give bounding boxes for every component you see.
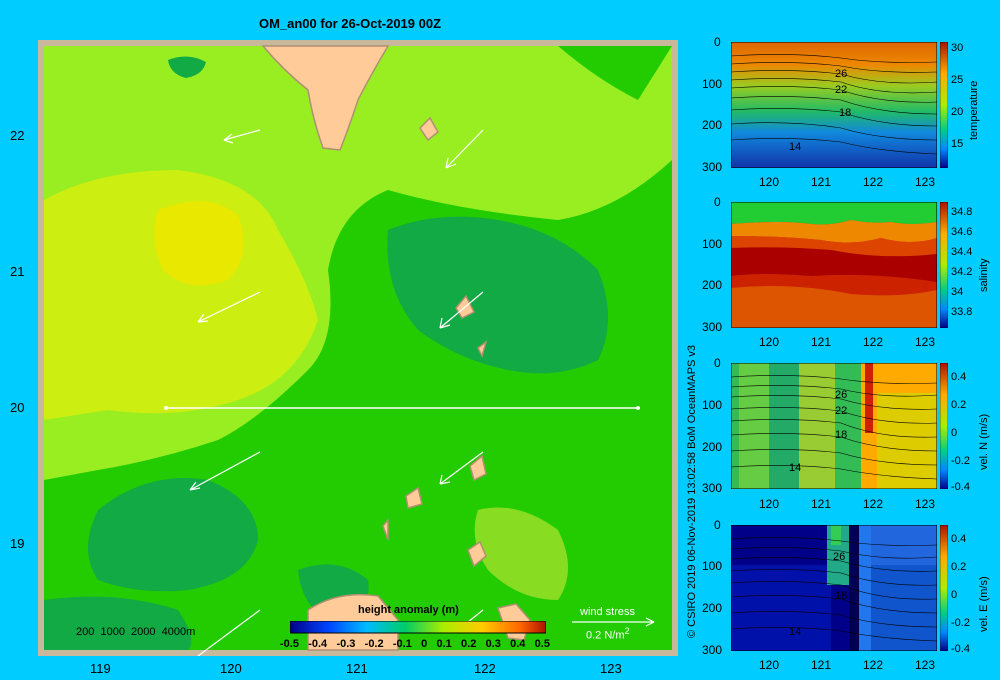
wind-legend-label: wind stress — [580, 606, 636, 618]
land-island-6 — [382, 517, 389, 541]
cb-tick: -0.5 — [280, 638, 299, 650]
cb-tick: -0.1 — [392, 638, 412, 650]
vel-e-section[interactable]: 26 18 14 — [731, 525, 937, 651]
land-island-3 — [477, 340, 488, 359]
cb-tick: -0.3 — [336, 638, 356, 650]
height-anomaly-map[interactable] — [38, 40, 678, 656]
field-yellow-2 — [44, 270, 98, 390]
salinity-section[interactable] — [731, 202, 937, 328]
wind-arrow-2 — [445, 129, 484, 169]
depth-tick: 100 — [702, 77, 723, 91]
lat-tick-20: 20 — [10, 400, 25, 415]
cb-tick: 0.3 — [485, 638, 501, 650]
vel-e-label: vel. E (m/s) — [978, 576, 990, 632]
depth-tick: 300 — [702, 160, 723, 174]
temp-contour-label: 26 — [835, 68, 847, 80]
temp-contour-label: 14 — [789, 141, 801, 153]
veln-contour-label: 14 — [789, 462, 801, 474]
cb-tick: 0.1 — [436, 638, 452, 650]
salinity-colorbar — [940, 202, 948, 328]
lon-tick-122: 122 — [474, 661, 496, 676]
veln-contour-label: 22 — [835, 405, 847, 417]
wind-legend-arrow — [572, 617, 655, 627]
depth-tick: 200 — [702, 118, 723, 132]
sal-cb-ticks: 34.8 34.6 34.4 34.2 34 33.8 — [951, 206, 973, 318]
vele-contour-label: 18 — [835, 590, 847, 602]
lon-tick-123: 123 — [600, 661, 622, 676]
temp-contour-label: 18 — [839, 107, 851, 119]
land-island-5 — [405, 486, 423, 509]
field-yellow-core — [154, 201, 244, 286]
wind-arrow-5 — [189, 451, 261, 491]
land-island-7 — [467, 540, 487, 568]
veln-contour-label: 26 — [835, 389, 847, 401]
lon-tick-120: 120 — [220, 661, 242, 676]
temp-cb-ticks: 30 25 20 15 — [951, 42, 964, 150]
lat-tick-21: 21 — [10, 264, 25, 279]
wind-legend-value: 0.2 N/m2 — [586, 626, 630, 642]
section-start — [164, 406, 168, 410]
land-taiwan — [261, 45, 390, 151]
section-end — [636, 406, 640, 410]
depth-tick: 300 — [702, 481, 723, 495]
field-yellow-1 — [44, 170, 318, 420]
credit-text: © CSIRO 2019 06-Nov-2019 13:02:58 BoM Oc… — [686, 344, 698, 638]
vele-contour-label: 26 — [833, 551, 845, 563]
depth-tick: 0 — [714, 518, 721, 532]
field-darkgreen-3 — [44, 596, 192, 650]
vel-n-colorbar — [940, 363, 948, 489]
map-title: OM_an00 for 26-Oct-2019 00Z — [258, 16, 442, 31]
vel-e-colorbar — [940, 525, 948, 651]
depth-tick: 0 — [714, 356, 721, 370]
field-darkgreen-1 — [387, 216, 608, 374]
wind-arrow-7 — [197, 609, 261, 656]
cb-tick: 0.4 — [510, 638, 526, 650]
depth-tick: 200 — [702, 440, 723, 454]
veln-contour-label: 18 — [835, 429, 847, 441]
cb-tick: -0.4 — [308, 638, 328, 650]
wind-arrow-4 — [439, 291, 484, 329]
depth-tick: 100 — [702, 559, 723, 573]
salinity-label: salinity — [978, 258, 990, 292]
colorbar-title: height anomaly (m) — [358, 604, 459, 616]
wind-arrow-3 — [197, 291, 261, 323]
veln-cb-ticks: 0.4 0.2 0 -0.2 -0.4 — [951, 371, 970, 493]
vel-n-label: vel. N (m/s) — [978, 413, 990, 470]
vele-contour-label: 14 — [789, 626, 801, 638]
cb-tick: 0.2 — [461, 638, 477, 650]
vel-n-section[interactable]: 26 22 18 14 — [731, 363, 937, 489]
lat-tick-22: 22 — [10, 128, 25, 143]
vele-cb-ticks: 0.4 0.2 0 -0.2 -0.4 — [951, 533, 970, 655]
depth-tick: 300 — [702, 320, 723, 334]
field-darkgreen-5 — [168, 56, 206, 78]
temperature-section[interactable]: 26 22 18 14 — [731, 42, 937, 168]
depth-tick: 0 — [714, 35, 721, 49]
wind-stress-arrows — [189, 129, 484, 656]
depth-tick: 300 — [702, 643, 723, 657]
lon-tick-119: 119 — [90, 661, 111, 676]
depth-tick: 200 — [702, 278, 723, 292]
wind-arrow-6 — [439, 451, 484, 485]
temperature-colorbar — [940, 42, 948, 168]
temp-contour-label: 22 — [835, 84, 847, 96]
cb-tick: 0 — [421, 638, 428, 650]
depth-tick: 200 — [702, 601, 723, 615]
cb-tick: -0.2 — [364, 638, 384, 650]
depth-tick: 100 — [702, 398, 723, 412]
lon-tick-121: 121 — [346, 661, 368, 676]
temperature-label: temperature — [968, 80, 980, 140]
field-yellowgreen-2 — [474, 507, 568, 600]
cb-tick: 0.5 — [534, 638, 550, 650]
land-island-1 — [419, 116, 439, 142]
depth-tick: 100 — [702, 237, 723, 251]
field-darkgreen-2 — [88, 478, 258, 592]
depth-legend: 200 1000 2000 4000m — [76, 626, 196, 638]
depth-tick: 0 — [714, 195, 721, 209]
colorbar-ticks: -0.5 -0.4 -0.3 -0.2 -0.1 0 0.1 0.2 0.3 0… — [280, 638, 550, 650]
height-colorbar — [290, 621, 546, 634]
wind-arrow-1 — [223, 129, 261, 144]
land-island-4 — [469, 454, 487, 482]
lat-tick-19: 19 — [10, 536, 25, 551]
